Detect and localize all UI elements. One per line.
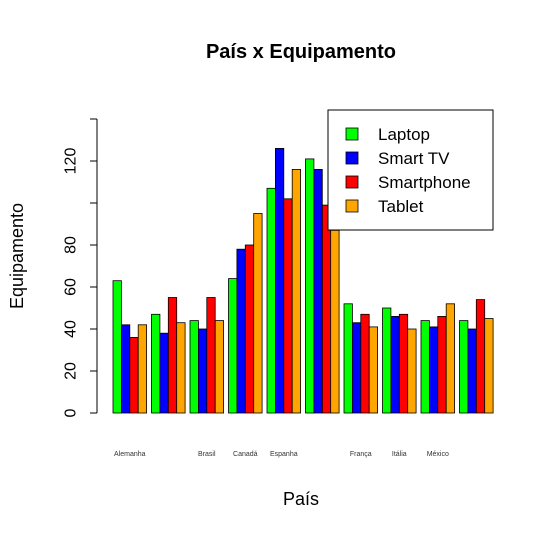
legend-swatch [345, 127, 359, 141]
bar-laptop [305, 158, 315, 414]
bar-tablet [253, 213, 263, 414]
x-tick-label: México [427, 451, 449, 458]
bar-group [228, 213, 263, 414]
x-tick-labels: Alemanha Brasil Canadá Espanha França Itália M… [114, 451, 449, 458]
bar-smartphone [206, 297, 216, 414]
bar-group [382, 307, 417, 414]
bar-smart-tv [428, 326, 439, 414]
legend: Laptop Smart TV Smartphone Tablet [327, 109, 494, 231]
bar-laptop [266, 187, 276, 414]
x-tick-label: Canadá [233, 451, 258, 458]
chart-title: País x Equipamento [206, 41, 396, 63]
bar-smart-tv [313, 168, 323, 414]
y-axis: 0 20 40 60 80 120 [63, 118, 98, 417]
bar-tablet [484, 318, 494, 414]
bar-laptop [459, 320, 469, 414]
x-tick-label: Espanha [270, 451, 298, 458]
bar-laptop [382, 307, 392, 414]
y-tick-label: 80 [63, 236, 80, 254]
bar-laptop [189, 320, 199, 414]
bar-smart-tv [197, 328, 208, 414]
x-tick-label: Alemanha [114, 451, 146, 458]
bar-smartphone [398, 313, 409, 414]
y-axis-title: Equipamento [7, 203, 27, 309]
bar-group [189, 297, 224, 414]
y-tick-label: 40 [63, 320, 80, 338]
bar-smartphone [437, 315, 447, 414]
legend-label: Smart TV [378, 149, 450, 168]
bar-tablet [137, 324, 147, 414]
bar-tablet [176, 322, 186, 414]
bar-tablet [291, 168, 302, 414]
bar-smart-tv [236, 248, 246, 414]
bar-group [343, 303, 379, 414]
legend-label: Smartphone [378, 173, 471, 192]
bar-group [112, 280, 147, 414]
bar-tablet [445, 303, 456, 414]
bar-smartphone [129, 336, 139, 414]
bar-tablet [368, 326, 379, 414]
y-tick-label: 20 [63, 362, 80, 380]
bar-smartphone [321, 204, 332, 414]
bar-smart-tv [351, 322, 362, 414]
bar-smart-tv [390, 315, 400, 414]
bar-group [151, 297, 186, 414]
x-tick-label: França [350, 451, 372, 458]
legend-label: Laptop [378, 125, 430, 144]
legend-swatch [345, 175, 359, 189]
legend-label: Tablet [378, 197, 424, 216]
bar-group [459, 299, 494, 414]
bar-laptop [228, 278, 238, 414]
bar-laptop [112, 280, 122, 414]
bar-series-group [112, 147, 494, 414]
bar-smart-tv [467, 328, 477, 414]
bar-smart-tv [274, 147, 285, 414]
y-tick-label: 0 [63, 408, 80, 417]
bar-laptop [420, 320, 430, 414]
bar-smartphone [360, 313, 370, 414]
bar-tablet [407, 328, 417, 414]
x-tick-label: Itália [392, 451, 407, 458]
bar-tablet [214, 320, 224, 414]
x-tick-label: Brasil [198, 451, 216, 458]
y-tick-label: 60 [63, 278, 80, 296]
bar-smart-tv [159, 332, 169, 414]
bar-smartphone [244, 244, 255, 414]
legend-swatch [345, 151, 359, 165]
bar-laptop [151, 313, 161, 414]
bar-group [305, 158, 340, 414]
bar-smartphone [283, 198, 293, 414]
legend-swatch [345, 199, 359, 213]
x-axis-title: País [283, 489, 319, 509]
y-tick-label: 120 [63, 148, 80, 175]
bar-group [266, 147, 302, 414]
bar-tablet [330, 229, 340, 414]
bar-laptop [343, 303, 353, 414]
bar-smartphone [475, 299, 486, 414]
bar-group [420, 303, 456, 414]
bar-smartphone [167, 297, 178, 414]
bar-smart-tv [121, 324, 131, 414]
